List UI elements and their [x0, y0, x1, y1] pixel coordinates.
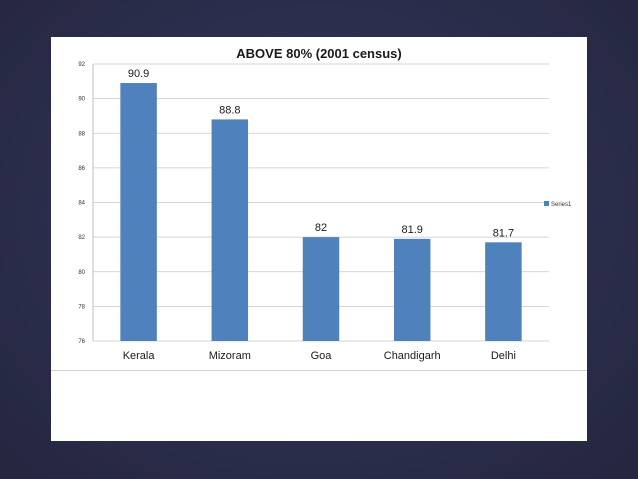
legend: Series1 — [544, 201, 572, 208]
y-tick-label: 92 — [78, 62, 85, 68]
x-tick-label: Kerala — [123, 350, 156, 362]
y-tick-label: 80 — [78, 270, 85, 276]
x-tick-label: Mizoram — [209, 350, 251, 362]
bar-kerala — [120, 83, 157, 341]
legend-label: Series1 — [551, 202, 572, 208]
bar-mizoram — [211, 119, 249, 342]
slide-frame: ABOVE 80% (2001 census) 76 78 80 82 84 86 88 90… — [51, 37, 587, 441]
legend-swatch — [544, 201, 549, 206]
data-label: 90.9 — [128, 68, 149, 80]
y-axis-ticks: 76 78 80 82 84 86 88 90 92 — [78, 62, 85, 345]
data-label: 88.8 — [219, 104, 240, 116]
y-tick-label: 78 — [78, 304, 85, 310]
x-tick-label: Delhi — [491, 350, 516, 362]
bar-chandigarh — [393, 238, 431, 341]
x-tick-label: Chandigarh — [384, 350, 441, 362]
x-axis-ticks: Kerala Mizoram Goa Chandigarh Delhi — [123, 350, 516, 362]
grid-lines — [92, 63, 549, 342]
y-tick-label: 88 — [78, 131, 85, 137]
y-tick-label: 84 — [78, 201, 85, 207]
y-tick-label: 76 — [78, 339, 85, 345]
data-label: 82 — [315, 222, 327, 234]
bar-chart: ABOVE 80% (2001 census) 76 78 80 82 84 86 88 90… — [78, 46, 572, 362]
data-labels: 90.9 88.8 82 81.9 81.7 — [128, 68, 514, 239]
bars — [120, 83, 522, 342]
data-label: 81.7 — [493, 227, 514, 239]
y-tick-label: 86 — [78, 166, 85, 172]
y-tick-label: 90 — [78, 97, 85, 103]
x-tick-label: Goa — [311, 350, 333, 362]
bar-goa — [302, 237, 340, 341]
data-label: 81.9 — [401, 224, 422, 236]
y-tick-label: 82 — [78, 235, 85, 241]
chart-container: ABOVE 80% (2001 census) 76 78 80 82 84 86 88 90… — [51, 37, 587, 371]
chart-title: ABOVE 80% (2001 census) — [236, 46, 401, 61]
bar-delhi — [485, 242, 522, 341]
